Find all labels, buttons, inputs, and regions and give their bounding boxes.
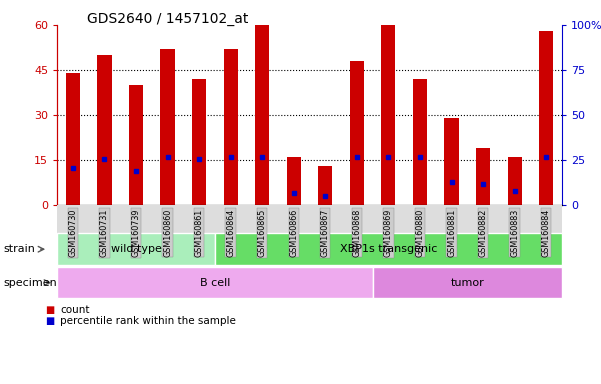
Text: specimen: specimen bbox=[3, 278, 56, 288]
Text: GSM160866: GSM160866 bbox=[289, 209, 298, 257]
Text: GSM160867: GSM160867 bbox=[321, 209, 330, 257]
Text: ■: ■ bbox=[45, 305, 54, 315]
Bar bbox=[160, 49, 175, 205]
Bar bbox=[66, 73, 80, 205]
Text: GSM160860: GSM160860 bbox=[163, 209, 172, 257]
Bar bbox=[350, 61, 364, 205]
Bar bbox=[224, 49, 238, 205]
Text: XBP1s transgenic: XBP1s transgenic bbox=[340, 244, 437, 254]
Text: ■: ■ bbox=[45, 316, 54, 326]
Bar bbox=[381, 25, 395, 205]
Text: GSM160869: GSM160869 bbox=[384, 209, 393, 257]
Text: GSM160861: GSM160861 bbox=[195, 209, 204, 257]
Bar bbox=[444, 118, 459, 205]
Text: GSM160730: GSM160730 bbox=[69, 209, 78, 257]
Bar bbox=[192, 79, 206, 205]
Text: GSM160868: GSM160868 bbox=[352, 209, 361, 257]
Text: B cell: B cell bbox=[200, 278, 230, 288]
Text: GDS2640 / 1457102_at: GDS2640 / 1457102_at bbox=[87, 12, 249, 25]
Text: GSM160882: GSM160882 bbox=[478, 209, 487, 257]
Bar bbox=[129, 85, 143, 205]
Text: count: count bbox=[60, 305, 90, 315]
Bar bbox=[287, 157, 301, 205]
Bar bbox=[539, 31, 554, 205]
Text: GSM160884: GSM160884 bbox=[542, 209, 551, 257]
Text: GSM160739: GSM160739 bbox=[132, 209, 141, 257]
Bar bbox=[97, 55, 112, 205]
Text: GSM160880: GSM160880 bbox=[415, 209, 424, 257]
Bar bbox=[413, 79, 427, 205]
Text: GSM160883: GSM160883 bbox=[510, 209, 519, 257]
Bar bbox=[507, 157, 522, 205]
Text: percentile rank within the sample: percentile rank within the sample bbox=[60, 316, 236, 326]
Bar bbox=[476, 148, 490, 205]
Bar bbox=[318, 166, 332, 205]
Text: strain: strain bbox=[3, 244, 35, 254]
Text: GSM160731: GSM160731 bbox=[100, 209, 109, 257]
Text: wild type: wild type bbox=[111, 244, 162, 254]
Text: GSM160865: GSM160865 bbox=[258, 209, 267, 257]
Text: GSM160864: GSM160864 bbox=[226, 209, 235, 257]
Bar bbox=[255, 25, 269, 205]
Text: GSM160881: GSM160881 bbox=[447, 209, 456, 257]
Text: tumor: tumor bbox=[450, 278, 484, 288]
